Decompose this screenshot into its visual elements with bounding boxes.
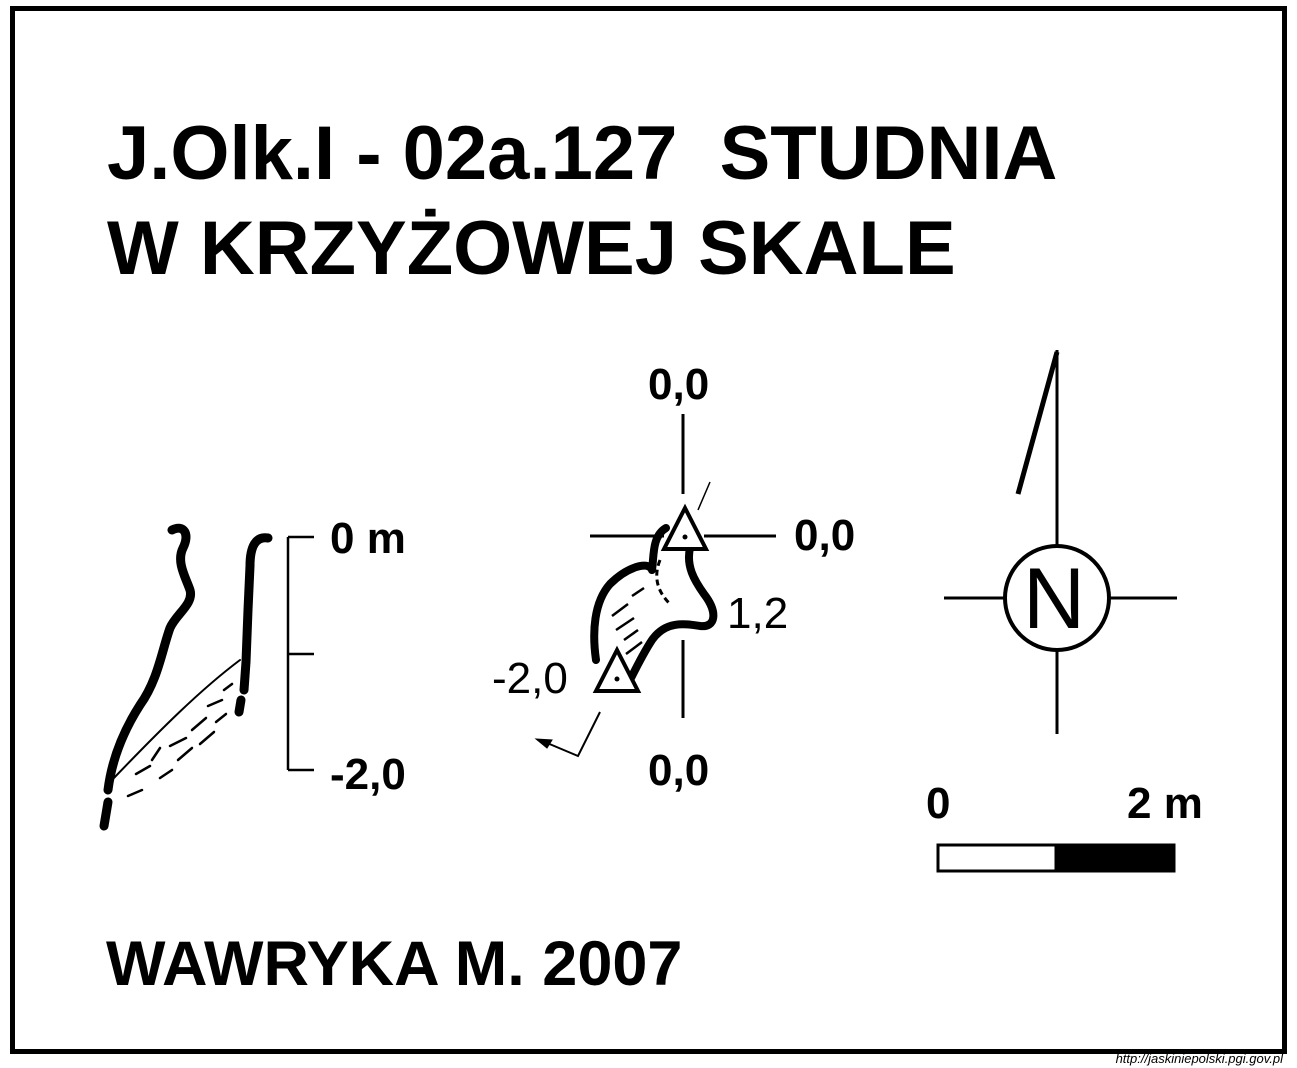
plan-north-label: 0,0 bbox=[648, 360, 710, 409]
compass-circle bbox=[1003, 544, 1111, 652]
title-line-1: J.Olk.I - 02a.127 STUDNIA bbox=[107, 111, 1058, 196]
slope-direction-arrowhead bbox=[534, 738, 553, 749]
plan-cave-outline bbox=[590, 524, 670, 664]
plan-cave-inner-step bbox=[655, 559, 672, 606]
map-frame bbox=[10, 6, 1287, 1054]
scale-end-label: 2 m bbox=[1127, 779, 1203, 828]
north-compass bbox=[944, 350, 1177, 734]
profile-left-wall bbox=[103, 523, 196, 795]
profile-left-wall-end bbox=[99, 797, 113, 831]
source-url: http://jaskiniepolski.pgi.gov.pl bbox=[1115, 1051, 1283, 1066]
profile-floor-line bbox=[111, 659, 241, 781]
plan-slope-hatching bbox=[611, 586, 645, 655]
plan-east-label: 0,0 bbox=[794, 511, 856, 560]
profile-right-wall bbox=[239, 533, 273, 695]
profile-floor-hatching bbox=[126, 682, 234, 798]
plan-view bbox=[534, 414, 776, 758]
cave-title: J.Olk.I - 02a.127 STUDNIA W KRZYŻOWEJ SK… bbox=[107, 106, 1057, 296]
profile-section bbox=[99, 523, 314, 831]
plan-depth-right-label: 1,2 bbox=[727, 589, 789, 638]
entrance-triangle-bottom bbox=[592, 645, 642, 693]
compass-north-letter: N bbox=[1023, 551, 1086, 647]
title-line-2: W KRZYŻOWEJ SKALE bbox=[107, 206, 956, 291]
plan-meridian-tick bbox=[697, 481, 711, 511]
entrance-dot-top bbox=[682, 534, 688, 540]
profile-right-wall-end bbox=[234, 695, 246, 717]
plan-depth-left-label: -2,0 bbox=[492, 654, 568, 703]
plan-cave-outline-right bbox=[626, 544, 718, 684]
slope-direction-arrow bbox=[539, 711, 601, 758]
plan-crosshair bbox=[590, 414, 776, 718]
plan-south-label: 0,0 bbox=[648, 746, 710, 795]
profile-bottom-depth-label: -2,0 bbox=[330, 750, 406, 799]
scale-start-label: 0 bbox=[926, 779, 951, 828]
entrance-triangle-top bbox=[660, 503, 710, 551]
profile-top-depth-label: 0 m bbox=[330, 514, 406, 563]
graphic-scale-bar bbox=[936, 843, 1176, 873]
entrance-dot-bottom bbox=[614, 676, 620, 682]
author-credit: WAWRYKA M. 2007 bbox=[106, 929, 683, 999]
north-arrow-half bbox=[1015, 351, 1060, 495]
depth-scale-bar bbox=[286, 535, 314, 772]
